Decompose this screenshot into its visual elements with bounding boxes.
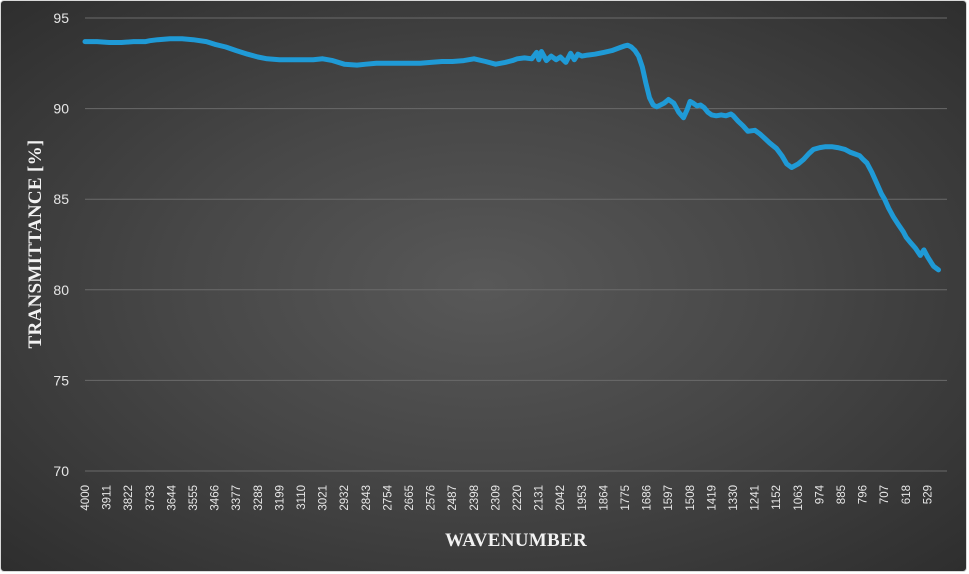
y-axis-title: TRANSMITTANCE [%] — [25, 139, 46, 348]
x-tick-label: 3822 — [123, 485, 135, 511]
x-tick-label: 2665 — [404, 485, 416, 511]
x-tick-label: 2131 — [534, 485, 546, 511]
x-tick-label: 3288 — [253, 485, 265, 511]
x-tick-label: 885 — [836, 485, 848, 504]
x-tick-label: 3644 — [166, 484, 178, 510]
x-tick-label: 1597 — [663, 485, 675, 511]
x-tick-label: 2754 — [382, 484, 394, 510]
gridlines — [85, 17, 947, 472]
x-tick-label: 529 — [922, 485, 934, 504]
y-tick-label: 90 — [53, 101, 69, 117]
x-tick-label: 2576 — [426, 485, 438, 511]
x-tick-label: 1864 — [598, 484, 610, 510]
y-tick-label: 95 — [53, 10, 69, 26]
x-tick-label: 796 — [858, 485, 870, 504]
x-tick-label: 1330 — [728, 485, 740, 511]
y-tick-label: 75 — [53, 372, 69, 388]
x-tick-label: 1686 — [642, 485, 654, 511]
y-tick-label: 85 — [53, 191, 69, 207]
x-tick-label: 1508 — [685, 485, 697, 511]
x-tick-label: 3466 — [210, 485, 222, 511]
x-tick-label: 2042 — [555, 485, 567, 511]
x-tick-label: 3021 — [318, 485, 330, 511]
x-tick-label: 1241 — [750, 485, 762, 511]
x-tick-label: 3377 — [231, 485, 243, 511]
x-tick-label: 1152 — [771, 485, 783, 510]
x-tick-label: 3110 — [296, 485, 308, 510]
x-axis-title: WAVENUMBER — [445, 530, 587, 551]
x-axis-ticks: 4000 3911 3822 3733 3644 3555 3466 3377 3288 3199… — [80, 484, 934, 510]
x-tick-label: 3911 — [102, 485, 114, 510]
series-line — [82, 36, 941, 273]
x-tick-label: 3199 — [274, 485, 286, 511]
x-tick-label: 1953 — [577, 485, 589, 511]
x-tick-label: 2398 — [469, 485, 481, 511]
x-tick-label: 1063 — [793, 485, 805, 511]
x-tick-label: 2843 — [361, 485, 373, 511]
x-tick-label: 1419 — [706, 485, 718, 511]
x-tick-label: 2932 — [339, 485, 351, 511]
x-tick-label: 707 — [879, 485, 891, 504]
x-tick-label: 1775 — [620, 485, 632, 511]
x-tick-label: 3555 — [188, 485, 200, 511]
x-tick-label: 3733 — [145, 485, 157, 511]
y-axis-ticks: 70 75 80 85 90 95 — [53, 10, 69, 479]
x-tick-label: 4000 — [80, 485, 92, 511]
x-tick-label: 974 — [814, 484, 826, 504]
y-tick-label: 80 — [53, 282, 69, 298]
x-tick-label: 2220 — [512, 485, 524, 511]
y-tick-label: 70 — [53, 463, 69, 479]
x-tick-label: 2309 — [490, 485, 502, 511]
x-tick-label: 2487 — [447, 485, 459, 511]
x-tick-label: 618 — [901, 485, 913, 504]
